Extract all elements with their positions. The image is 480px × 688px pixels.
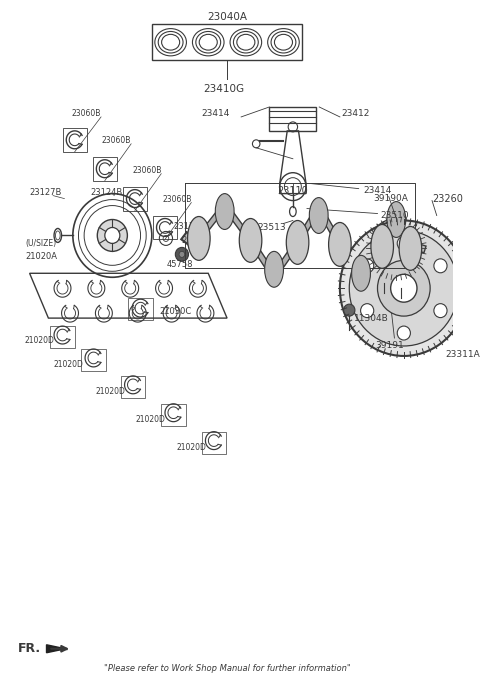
Circle shape — [360, 303, 374, 318]
Text: 23120: 23120 — [181, 236, 207, 245]
Circle shape — [391, 275, 417, 302]
Text: 21020D: 21020D — [176, 443, 206, 452]
Text: 23124B: 23124B — [91, 188, 123, 197]
Circle shape — [105, 228, 120, 244]
Text: 23110: 23110 — [277, 186, 308, 195]
Ellipse shape — [216, 193, 234, 230]
Text: 23260: 23260 — [432, 193, 463, 204]
Text: 23060B: 23060B — [102, 136, 132, 145]
Text: 21020D: 21020D — [53, 361, 83, 369]
Text: 45758: 45758 — [167, 260, 193, 269]
Bar — [81, 349, 106, 371]
Text: 23510: 23510 — [380, 211, 409, 220]
Text: 39190A: 39190A — [373, 194, 408, 203]
Text: 23414: 23414 — [202, 109, 230, 118]
Bar — [50, 326, 75, 348]
Circle shape — [377, 260, 430, 316]
Text: 23311A: 23311A — [445, 350, 480, 359]
Circle shape — [340, 220, 468, 356]
Bar — [62, 128, 87, 152]
Circle shape — [397, 237, 410, 250]
Ellipse shape — [371, 224, 394, 268]
Bar — [161, 404, 186, 426]
Ellipse shape — [264, 251, 284, 287]
Text: 23412: 23412 — [342, 109, 370, 118]
Ellipse shape — [286, 220, 309, 264]
Text: (U/SIZE): (U/SIZE) — [25, 239, 56, 248]
Text: 39191: 39191 — [375, 341, 404, 350]
Text: 23060B: 23060B — [132, 166, 161, 175]
Circle shape — [434, 259, 447, 272]
Bar — [93, 157, 117, 181]
Text: 21020A: 21020A — [25, 252, 57, 261]
Text: FR.: FR. — [18, 643, 41, 655]
Text: 23414: 23414 — [363, 186, 392, 195]
Circle shape — [397, 326, 410, 340]
Bar — [121, 376, 145, 398]
Ellipse shape — [188, 217, 210, 260]
Ellipse shape — [239, 219, 262, 262]
Ellipse shape — [352, 255, 371, 291]
Circle shape — [97, 219, 127, 251]
Text: 23127B: 23127B — [30, 188, 62, 197]
Text: 23410G: 23410G — [204, 84, 245, 94]
Bar — [128, 298, 153, 320]
Polygon shape — [47, 645, 65, 653]
Text: 21020D: 21020D — [25, 336, 55, 345]
Bar — [152, 24, 302, 60]
Text: 21020D: 21020D — [136, 415, 166, 424]
Text: 23040A: 23040A — [207, 12, 247, 22]
Text: 23060B: 23060B — [162, 195, 192, 204]
Text: 23131: 23131 — [173, 222, 200, 231]
Circle shape — [349, 230, 458, 346]
Bar — [153, 215, 177, 239]
Circle shape — [175, 248, 189, 261]
Circle shape — [434, 303, 447, 318]
Ellipse shape — [309, 197, 328, 233]
Text: 21020D: 21020D — [96, 387, 125, 396]
Text: 11304B: 11304B — [354, 314, 389, 323]
Ellipse shape — [387, 202, 406, 237]
Bar — [202, 431, 226, 453]
Ellipse shape — [399, 226, 422, 270]
Text: 23060B: 23060B — [72, 109, 101, 118]
Text: "Please refer to Work Shop Manual for further information": "Please refer to Work Shop Manual for fu… — [104, 664, 350, 673]
Text: 21030C: 21030C — [159, 307, 192, 316]
Text: 23513: 23513 — [257, 223, 286, 232]
Ellipse shape — [329, 222, 351, 266]
Circle shape — [179, 251, 185, 257]
Circle shape — [360, 259, 374, 272]
Bar — [269, 107, 316, 131]
Circle shape — [344, 304, 355, 316]
Bar — [123, 186, 147, 211]
